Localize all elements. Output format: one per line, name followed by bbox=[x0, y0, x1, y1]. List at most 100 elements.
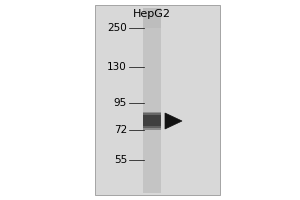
Bar bbox=[143, 163, 161, 166]
Bar bbox=[143, 128, 161, 130]
Bar bbox=[143, 47, 161, 49]
Bar bbox=[143, 34, 161, 36]
Bar bbox=[143, 154, 161, 156]
Bar bbox=[143, 80, 161, 82]
Bar bbox=[143, 130, 161, 132]
Bar bbox=[143, 184, 161, 186]
Bar bbox=[143, 86, 161, 88]
Polygon shape bbox=[165, 113, 182, 129]
Bar bbox=[143, 76, 161, 79]
Bar bbox=[143, 123, 161, 125]
Bar bbox=[143, 180, 161, 182]
Bar bbox=[143, 119, 161, 121]
Text: 130: 130 bbox=[107, 62, 127, 72]
Bar bbox=[143, 75, 161, 77]
Bar bbox=[143, 167, 161, 169]
Bar bbox=[143, 173, 161, 175]
Bar bbox=[143, 158, 161, 160]
Bar bbox=[143, 126, 161, 129]
Bar bbox=[143, 176, 161, 178]
Bar bbox=[95, 5, 220, 195]
Bar bbox=[143, 78, 161, 80]
Bar bbox=[143, 134, 161, 136]
Bar bbox=[143, 25, 161, 27]
Bar bbox=[143, 93, 161, 95]
Bar bbox=[143, 108, 161, 110]
Text: HepG2: HepG2 bbox=[133, 9, 171, 19]
Bar bbox=[143, 110, 161, 112]
Bar bbox=[143, 156, 161, 158]
Bar bbox=[143, 117, 161, 119]
Bar bbox=[143, 15, 161, 18]
Bar bbox=[143, 171, 161, 173]
Bar bbox=[143, 17, 161, 19]
Bar bbox=[143, 8, 161, 10]
Bar bbox=[143, 95, 161, 97]
Bar bbox=[143, 36, 161, 38]
Bar bbox=[143, 65, 161, 68]
Bar bbox=[143, 41, 161, 43]
Bar bbox=[143, 182, 161, 184]
Bar bbox=[143, 102, 161, 105]
Bar bbox=[143, 100, 161, 103]
Bar bbox=[143, 174, 161, 177]
Bar bbox=[143, 21, 161, 23]
Bar bbox=[143, 19, 161, 21]
Bar bbox=[143, 178, 161, 180]
Bar bbox=[143, 71, 161, 73]
Bar bbox=[143, 99, 161, 101]
Bar bbox=[143, 121, 161, 123]
Bar bbox=[143, 150, 161, 153]
Bar bbox=[143, 125, 161, 127]
Bar bbox=[143, 189, 161, 191]
Bar bbox=[143, 89, 161, 92]
Bar bbox=[143, 64, 161, 66]
Bar bbox=[143, 149, 161, 151]
Bar bbox=[143, 91, 161, 93]
Bar bbox=[143, 39, 161, 42]
Bar bbox=[143, 26, 161, 29]
Bar bbox=[143, 82, 161, 84]
Text: 55: 55 bbox=[114, 155, 127, 165]
Text: 95: 95 bbox=[114, 98, 127, 108]
Bar bbox=[143, 113, 161, 116]
Bar bbox=[143, 136, 161, 138]
Bar bbox=[143, 84, 161, 86]
Bar bbox=[143, 56, 161, 58]
Bar bbox=[143, 38, 161, 40]
Bar bbox=[143, 160, 161, 162]
Text: 72: 72 bbox=[114, 125, 127, 135]
Bar bbox=[143, 187, 161, 190]
Bar bbox=[143, 62, 161, 64]
Bar bbox=[143, 143, 161, 145]
Bar bbox=[143, 69, 161, 71]
Bar bbox=[143, 115, 161, 117]
Bar bbox=[143, 58, 161, 60]
Bar bbox=[143, 14, 161, 16]
Bar bbox=[143, 54, 161, 56]
Bar bbox=[143, 169, 161, 171]
Bar bbox=[143, 147, 161, 149]
Bar bbox=[143, 10, 161, 12]
Bar bbox=[143, 152, 161, 154]
Bar bbox=[143, 162, 161, 164]
Bar bbox=[143, 97, 161, 99]
Bar bbox=[143, 138, 161, 140]
Bar bbox=[143, 141, 161, 143]
Bar bbox=[143, 191, 161, 193]
Bar bbox=[143, 104, 161, 106]
Bar bbox=[143, 12, 161, 14]
Bar bbox=[143, 165, 161, 167]
Bar bbox=[143, 49, 161, 51]
Bar bbox=[143, 43, 161, 45]
Bar bbox=[143, 60, 161, 62]
Text: 250: 250 bbox=[107, 23, 127, 33]
Bar bbox=[143, 139, 161, 142]
Bar bbox=[143, 30, 161, 32]
Bar bbox=[143, 67, 161, 69]
Bar bbox=[143, 23, 161, 25]
Bar bbox=[143, 145, 161, 147]
Bar bbox=[143, 132, 161, 134]
Bar bbox=[143, 112, 161, 114]
Bar bbox=[143, 52, 161, 55]
